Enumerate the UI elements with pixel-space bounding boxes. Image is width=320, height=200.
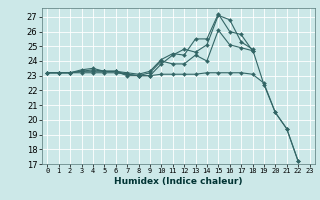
X-axis label: Humidex (Indice chaleur): Humidex (Indice chaleur) <box>114 177 243 186</box>
